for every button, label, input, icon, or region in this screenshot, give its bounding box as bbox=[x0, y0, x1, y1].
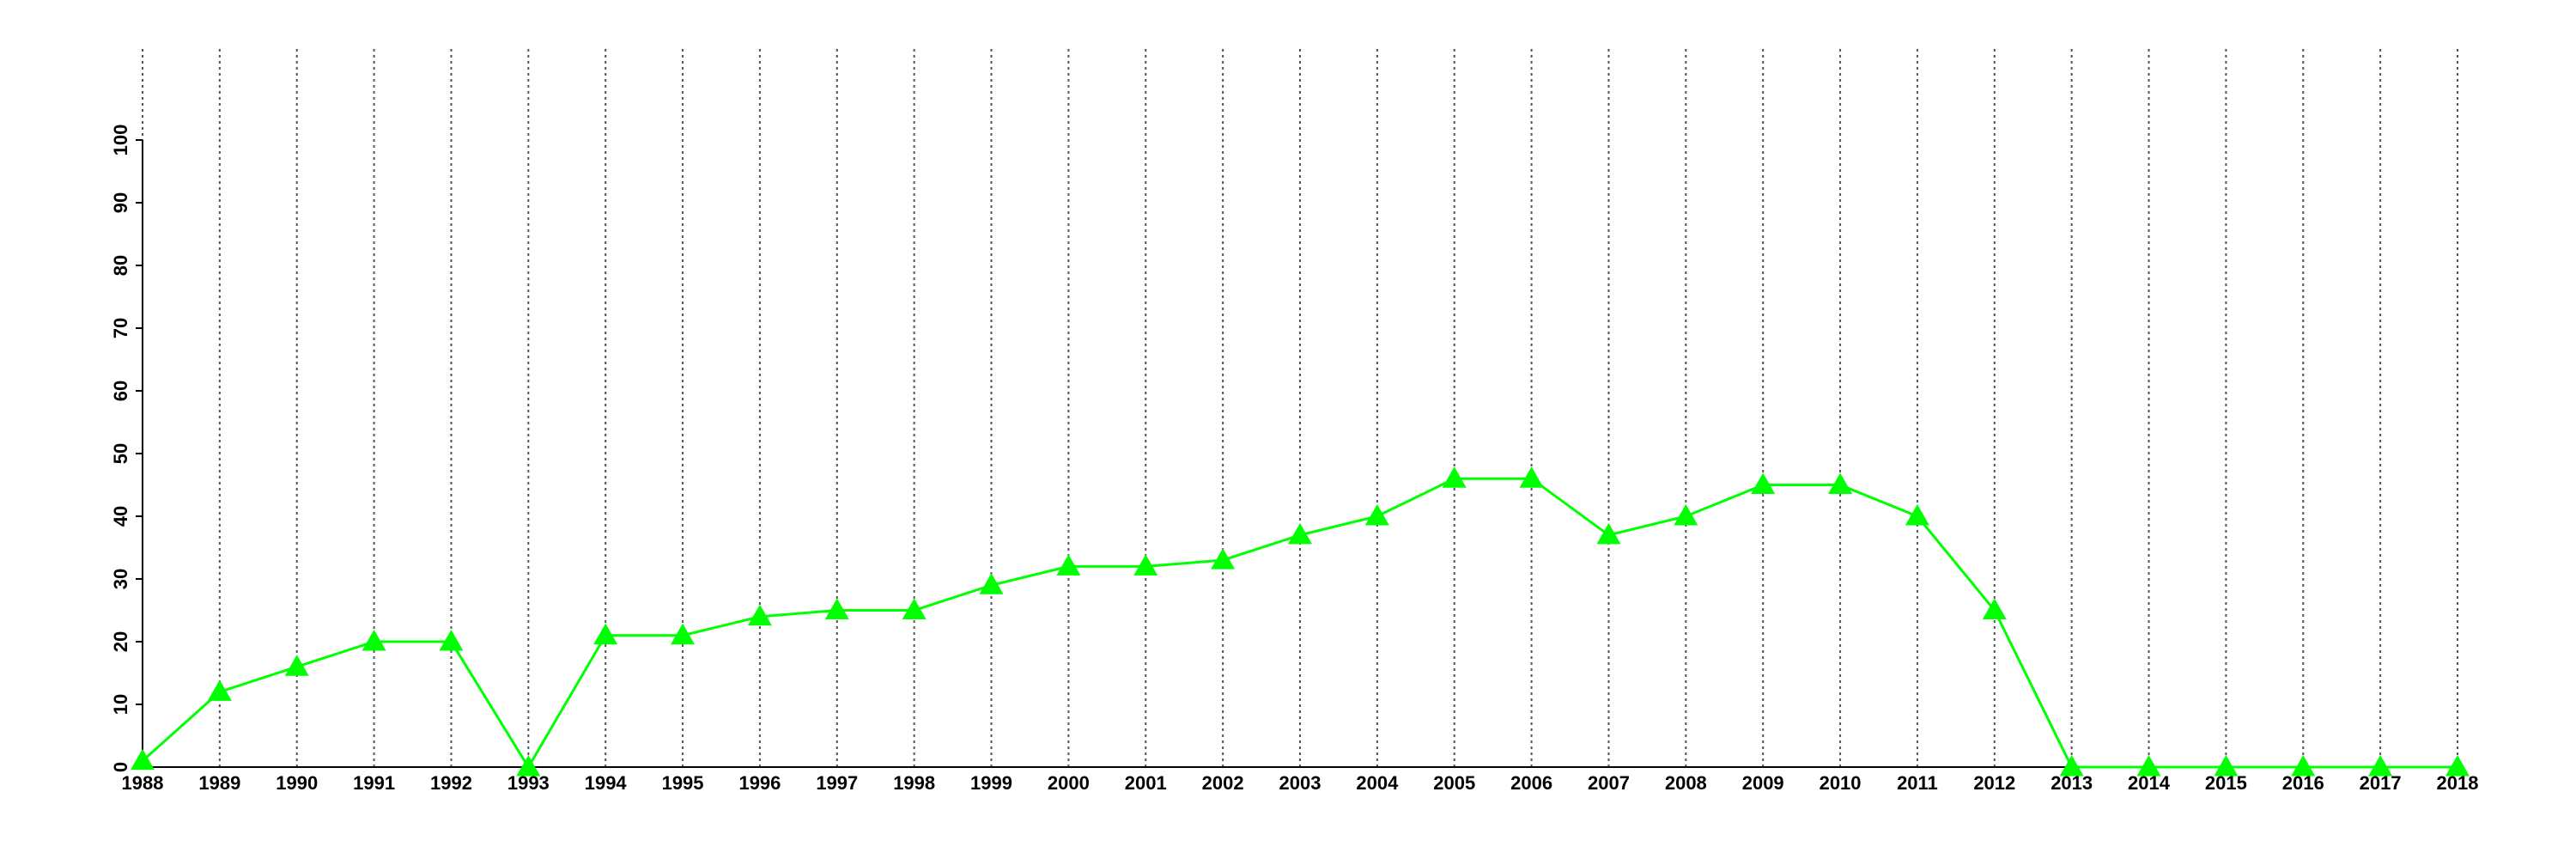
x-tick-label: 2008 bbox=[1665, 772, 1707, 794]
marker bbox=[1751, 472, 1776, 494]
x-tick-label: 1995 bbox=[662, 772, 704, 794]
x-tick-label: 2011 bbox=[1897, 772, 1938, 794]
marker bbox=[2214, 755, 2239, 777]
y-tick-label: 90 bbox=[110, 192, 131, 213]
marker bbox=[824, 598, 849, 619]
marker bbox=[1133, 554, 1158, 576]
marker bbox=[1056, 554, 1081, 576]
marker bbox=[1982, 598, 2007, 619]
x-tick-label: 2010 bbox=[1820, 772, 1862, 794]
x-tick-label: 2007 bbox=[1588, 772, 1630, 794]
marker bbox=[1828, 472, 1853, 494]
y-tick-label: 0 bbox=[110, 762, 131, 772]
y-tick-label: 70 bbox=[110, 318, 131, 338]
x-tick-label: 1994 bbox=[585, 772, 628, 794]
marker bbox=[207, 679, 232, 701]
x-tick-label: 1996 bbox=[738, 772, 781, 794]
marker bbox=[2136, 755, 2161, 777]
y-tick-label: 80 bbox=[110, 255, 131, 276]
x-tick-label: 2005 bbox=[1433, 772, 1475, 794]
x-tick-label: 1990 bbox=[276, 772, 318, 794]
x-tick-label: 2000 bbox=[1048, 772, 1090, 794]
marker bbox=[1519, 466, 1544, 488]
x-tick-label: 2009 bbox=[1742, 772, 1784, 794]
x-tick-label: 1991 bbox=[353, 772, 395, 794]
marker bbox=[131, 748, 155, 771]
y-tick-label: 20 bbox=[110, 631, 131, 652]
marker bbox=[2368, 755, 2393, 777]
marker bbox=[1905, 504, 1929, 526]
x-tick-label: 1988 bbox=[122, 772, 164, 794]
marker bbox=[361, 630, 386, 651]
y-tick-label: 50 bbox=[110, 443, 131, 464]
y-tick-label: 40 bbox=[110, 506, 131, 527]
x-tick-label: 2003 bbox=[1279, 772, 1321, 794]
marker bbox=[1288, 522, 1312, 545]
marker bbox=[284, 655, 309, 676]
y-tick-label: 60 bbox=[110, 381, 131, 401]
marker bbox=[439, 630, 464, 651]
x-tick-label: 1998 bbox=[893, 772, 935, 794]
y-tick-label: 100 bbox=[110, 125, 131, 156]
marker bbox=[1211, 548, 1236, 570]
marker bbox=[2291, 755, 2316, 777]
marker bbox=[1364, 504, 1389, 526]
y-tick-label: 30 bbox=[110, 569, 131, 589]
marker bbox=[1674, 504, 1698, 526]
marker bbox=[979, 573, 1004, 594]
x-tick-label: 2001 bbox=[1125, 772, 1167, 794]
x-tick-label: 2012 bbox=[1973, 772, 2015, 794]
x-tick-label: 2004 bbox=[1356, 772, 1399, 794]
x-tick-label: 1989 bbox=[198, 772, 240, 794]
x-tick-label: 1997 bbox=[816, 772, 858, 794]
marker bbox=[2059, 755, 2084, 777]
x-tick-label: 2006 bbox=[1510, 772, 1552, 794]
x-tick-label: 1999 bbox=[970, 772, 1012, 794]
marker bbox=[2445, 755, 2470, 777]
marker bbox=[593, 623, 618, 645]
marker bbox=[1596, 522, 1621, 545]
x-tick-label: 1992 bbox=[430, 772, 472, 794]
marker bbox=[747, 604, 772, 626]
marker bbox=[671, 623, 696, 645]
y-tick-label: 10 bbox=[110, 694, 131, 715]
marker bbox=[1442, 466, 1467, 488]
x-tick-label: 2002 bbox=[1202, 772, 1244, 794]
marker bbox=[902, 598, 927, 619]
marker bbox=[516, 755, 541, 777]
